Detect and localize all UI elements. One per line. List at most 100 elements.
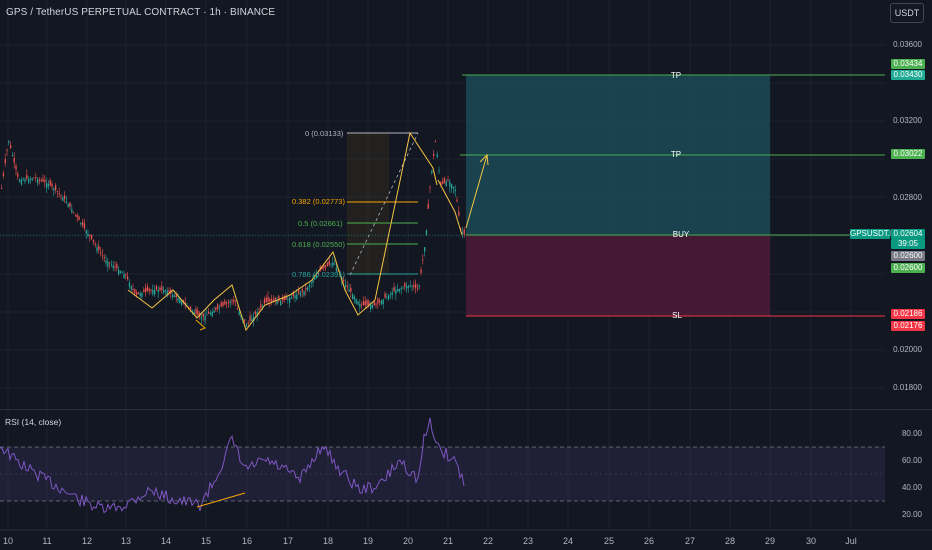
candle-body xyxy=(236,308,239,310)
tp2-label[interactable]: TP xyxy=(670,150,682,159)
candle-body xyxy=(247,323,249,324)
date-tick: 28 xyxy=(724,536,736,546)
candle-body xyxy=(46,183,48,188)
candle-body xyxy=(397,289,399,292)
candle-body xyxy=(436,154,438,158)
candle-body xyxy=(314,277,316,280)
candle-body xyxy=(168,290,170,293)
candle-body xyxy=(119,271,122,273)
candle-body xyxy=(323,264,325,269)
candle-body xyxy=(172,294,174,298)
candle-body xyxy=(96,247,98,252)
candle-body xyxy=(296,294,298,300)
candle-body xyxy=(380,300,383,305)
candle-body xyxy=(150,289,152,291)
candle-body xyxy=(173,295,176,297)
pattern-zigzag xyxy=(127,131,438,332)
candle-body xyxy=(107,261,109,267)
candle-body xyxy=(28,178,30,183)
candle-body xyxy=(463,229,465,235)
candle-body xyxy=(83,223,86,229)
candle-body xyxy=(164,290,167,291)
candle-body xyxy=(136,292,138,295)
candle-body xyxy=(391,292,393,296)
candle-body xyxy=(154,290,156,295)
chart-title: GPS / TetherUS PERPETUAL CONTRACT · 1h ·… xyxy=(6,7,276,18)
candle-body xyxy=(386,296,388,298)
candle-body xyxy=(294,295,296,298)
pane-separator[interactable] xyxy=(0,409,932,410)
date-tick: 17 xyxy=(282,536,294,546)
rsi-indicator-title[interactable]: RSI (14, close) xyxy=(5,417,62,427)
sl-price-tag: 0.02176 xyxy=(891,321,925,331)
buy-gray-tag: 0.02600 xyxy=(891,251,925,261)
candle-body xyxy=(418,285,420,287)
candle-body xyxy=(434,141,437,143)
rsi-tick: 80.00 xyxy=(901,429,922,438)
candle-body xyxy=(373,301,375,305)
candle-body xyxy=(326,262,329,266)
candle-body xyxy=(123,273,125,279)
candle-body xyxy=(73,211,75,213)
candle-body xyxy=(69,202,71,207)
candle-body xyxy=(152,290,154,294)
candle-body xyxy=(350,287,352,292)
symbol-tag: GPSUSDT.P xyxy=(850,229,896,239)
candle-body xyxy=(6,150,8,151)
candle-body xyxy=(258,309,260,310)
candle-body xyxy=(262,305,264,307)
candle-body xyxy=(218,307,221,309)
candle-body xyxy=(82,221,84,226)
candle-body xyxy=(175,293,177,298)
candle-body xyxy=(98,246,100,250)
buy-label[interactable]: BUY xyxy=(672,230,690,239)
candle-body xyxy=(222,302,224,306)
date-tick: 14 xyxy=(160,536,172,546)
rsi-band xyxy=(0,447,885,501)
price-tick: 0.02000 xyxy=(893,345,922,354)
candle-body xyxy=(256,312,258,317)
candle-body xyxy=(384,293,386,298)
candle-body xyxy=(148,288,150,291)
candle-body xyxy=(233,299,235,303)
candle-body xyxy=(406,286,408,289)
candle-body xyxy=(116,263,118,269)
candle-body xyxy=(260,304,262,308)
candle-body xyxy=(101,254,104,256)
candle-body xyxy=(348,289,350,292)
tp-price-tag: 0.03434 xyxy=(891,59,925,69)
candle-body xyxy=(251,318,253,321)
candle-body xyxy=(451,184,453,189)
projection-arrow xyxy=(465,154,488,229)
candle-body xyxy=(161,286,163,290)
tp-label[interactable]: TP xyxy=(670,71,682,80)
candle-body xyxy=(2,173,5,176)
candle-body xyxy=(359,303,361,308)
candle-body xyxy=(47,183,50,187)
candle-body xyxy=(272,300,275,302)
candle-body xyxy=(208,311,210,314)
candle-body xyxy=(361,304,363,306)
date-tick: 15 xyxy=(200,536,212,546)
countdown-tag: 39:05 xyxy=(891,239,925,249)
candle-body xyxy=(105,260,107,264)
candle-body xyxy=(55,185,57,190)
sl-label[interactable]: SL xyxy=(672,311,682,320)
candle-body xyxy=(238,311,240,315)
candle-body xyxy=(411,285,413,287)
candle-body xyxy=(193,312,195,314)
candle-body xyxy=(40,180,42,181)
candle-body xyxy=(20,179,23,185)
candle-body xyxy=(137,292,140,295)
candle-body xyxy=(395,289,397,295)
candle-body xyxy=(440,182,442,185)
candle-body xyxy=(276,300,278,305)
candle-body xyxy=(163,290,165,293)
candle-body xyxy=(89,234,91,237)
candle-body xyxy=(415,284,417,289)
currency-button[interactable]: USDT xyxy=(890,3,924,23)
date-tick: 25 xyxy=(603,536,615,546)
candle-body xyxy=(402,287,404,289)
candle-body xyxy=(202,313,204,317)
